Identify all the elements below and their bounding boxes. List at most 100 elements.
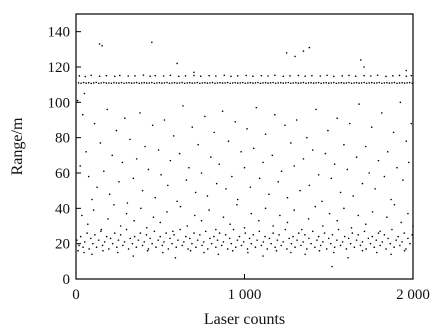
data-point bbox=[163, 119, 166, 121]
data-point bbox=[254, 246, 257, 248]
data-point bbox=[193, 232, 195, 234]
data-point bbox=[325, 81, 328, 84]
data-point bbox=[217, 253, 220, 256]
data-point bbox=[319, 244, 322, 247]
data-point bbox=[317, 81, 320, 84]
data-point bbox=[370, 126, 373, 128]
data-point bbox=[135, 81, 138, 84]
data-point bbox=[401, 81, 403, 84]
data-point bbox=[338, 82, 340, 84]
data-point bbox=[110, 82, 113, 85]
data-point bbox=[87, 175, 90, 178]
data-point bbox=[327, 237, 330, 240]
data-point bbox=[343, 207, 345, 210]
data-point bbox=[347, 237, 350, 240]
data-point bbox=[277, 82, 280, 84]
data-point bbox=[319, 75, 322, 77]
data-point bbox=[145, 234, 148, 236]
data-point bbox=[297, 82, 300, 84]
data-point bbox=[105, 235, 108, 238]
data-point bbox=[274, 82, 277, 85]
data-point bbox=[351, 232, 354, 234]
data-point bbox=[268, 193, 270, 195]
data-point bbox=[393, 204, 396, 206]
data-point bbox=[279, 214, 281, 217]
data-point bbox=[308, 46, 311, 49]
data-point bbox=[383, 175, 386, 178]
data-point bbox=[247, 82, 249, 84]
data-point bbox=[167, 184, 169, 187]
data-point bbox=[297, 74, 300, 77]
data-point bbox=[386, 81, 388, 84]
data-point bbox=[312, 82, 315, 84]
data-point bbox=[295, 81, 297, 84]
data-point bbox=[230, 242, 233, 245]
data-point bbox=[204, 230, 207, 233]
data-point bbox=[158, 81, 161, 84]
data-point bbox=[282, 82, 285, 84]
data-point bbox=[151, 242, 153, 245]
data-point bbox=[327, 129, 329, 132]
data-point bbox=[149, 75, 151, 77]
data-point bbox=[77, 82, 80, 84]
data-point bbox=[234, 246, 237, 248]
data-point bbox=[315, 82, 317, 84]
data-point bbox=[352, 195, 354, 197]
data-point bbox=[280, 244, 283, 247]
data-point bbox=[232, 228, 235, 231]
data-point bbox=[200, 219, 203, 222]
data-point bbox=[171, 242, 173, 245]
data-point bbox=[181, 81, 183, 84]
data-point bbox=[284, 124, 286, 127]
data-point bbox=[206, 82, 209, 84]
data-point bbox=[383, 234, 386, 236]
data-point bbox=[302, 241, 304, 243]
data-point bbox=[343, 235, 346, 238]
data-point bbox=[138, 82, 140, 85]
data-point bbox=[123, 241, 126, 243]
data-point bbox=[121, 161, 124, 164]
data-point bbox=[378, 81, 381, 84]
data-point bbox=[141, 189, 144, 192]
data-point bbox=[93, 122, 96, 125]
data-point bbox=[131, 242, 134, 245]
data-point bbox=[405, 248, 407, 250]
data-point bbox=[194, 191, 197, 194]
data-point bbox=[226, 81, 229, 84]
data-point bbox=[91, 253, 93, 256]
data-point bbox=[239, 82, 242, 84]
data-point bbox=[300, 244, 302, 247]
data-point bbox=[83, 92, 86, 95]
data-point bbox=[300, 82, 302, 84]
data-point bbox=[105, 82, 108, 84]
data-point bbox=[103, 81, 105, 84]
data-point bbox=[262, 255, 264, 257]
data-point bbox=[370, 81, 373, 84]
data-point bbox=[191, 242, 193, 245]
data-point bbox=[101, 45, 103, 47]
data-point bbox=[377, 232, 380, 234]
data-point bbox=[238, 235, 241, 238]
data-point bbox=[183, 82, 186, 85]
data-point bbox=[178, 82, 181, 84]
data-point bbox=[229, 223, 231, 226]
data-point bbox=[144, 145, 146, 148]
data-point bbox=[126, 202, 129, 204]
data-point bbox=[272, 232, 274, 234]
data-point bbox=[381, 112, 383, 114]
data-point bbox=[286, 221, 289, 224]
data-point bbox=[297, 232, 300, 234]
data-point bbox=[282, 75, 285, 78]
data-point bbox=[330, 177, 333, 180]
data-point bbox=[188, 81, 191, 84]
data-point bbox=[219, 81, 221, 84]
data-point bbox=[208, 209, 210, 211]
data-point bbox=[350, 226, 353, 229]
data-point bbox=[314, 246, 316, 248]
data-point bbox=[375, 239, 378, 241]
data-point bbox=[107, 218, 109, 220]
data-point bbox=[149, 237, 151, 240]
data-point bbox=[215, 246, 217, 248]
data-point bbox=[130, 82, 133, 84]
